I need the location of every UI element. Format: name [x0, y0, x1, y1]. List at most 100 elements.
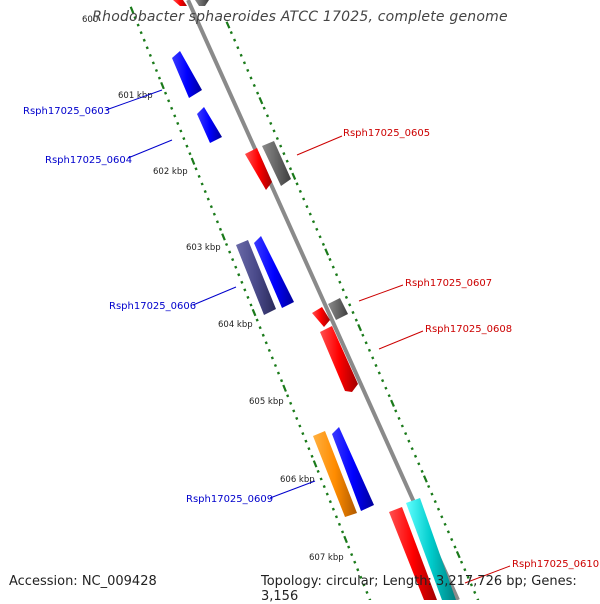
minor-tick — [318, 235, 322, 239]
minor-tick — [279, 379, 284, 383]
gene-label-0608[interactable]: Rsph17025_0608 — [425, 324, 512, 335]
minor-tick — [206, 197, 210, 201]
tick-label-602: 602 kbp — [153, 167, 188, 177]
leader-0605 — [296, 135, 343, 156]
major-tick — [251, 308, 257, 317]
minor-tick — [420, 469, 424, 473]
minor-tick — [272, 129, 276, 133]
minor-tick — [459, 560, 464, 564]
major-tick — [324, 248, 330, 256]
minor-tick — [384, 386, 388, 390]
minor-tick — [417, 462, 421, 466]
tick-label-607: 607 kbp — [309, 553, 344, 563]
minor-tick — [269, 121, 273, 125]
gene-label-0609[interactable]: Rsph17025_0609 — [186, 494, 273, 505]
minor-tick — [436, 507, 441, 511]
minor-tick — [215, 220, 220, 224]
minor-tick — [400, 424, 404, 428]
minor-tick — [433, 500, 437, 504]
minor-tick — [163, 91, 168, 95]
gene-arrow-0608[interactable] — [320, 326, 358, 392]
minor-tick — [304, 439, 308, 443]
minor-tick — [243, 288, 247, 292]
major-tick — [312, 460, 318, 468]
minor-tick — [148, 53, 152, 57]
gene-arrow-0605-partner[interactable] — [262, 141, 291, 186]
minor-tick — [302, 197, 306, 201]
minor-tick — [315, 227, 319, 231]
gene-label-0604[interactable]: Rsph17025_0604 — [45, 155, 132, 166]
gene-label-0606[interactable]: Rsph17025_0606 — [109, 301, 196, 312]
minor-tick — [228, 250, 232, 254]
minor-tick — [256, 91, 260, 95]
gene-arrow-0609-partner[interactable] — [313, 431, 357, 517]
minor-tick — [275, 136, 279, 141]
minor-tick — [351, 310, 355, 315]
minor-tick — [334, 273, 339, 277]
minor-tick — [331, 265, 335, 269]
tick-track-minus — [129, 6, 372, 602]
major-tick — [160, 81, 165, 90]
gene-arrow-0607-partner[interactable] — [328, 298, 348, 320]
minor-tick — [466, 575, 470, 579]
accession-text: Accession: NC_009428 — [9, 574, 157, 589]
gene-arrow-0606-partner[interactable] — [236, 240, 276, 315]
minor-tick — [279, 144, 283, 148]
minor-tick — [463, 568, 467, 572]
major-tick — [258, 96, 264, 105]
minor-tick — [267, 348, 271, 352]
gene-partial-top[interactable] — [173, 0, 209, 6]
minor-tick — [295, 182, 299, 186]
minor-tick — [321, 242, 325, 246]
minor-tick — [377, 371, 381, 375]
minor-tick — [264, 341, 268, 345]
minor-tick — [203, 189, 207, 194]
minor-tick — [365, 590, 369, 594]
tick-labels: 600 601 kbp 602 kbp 603 kbp 604 kbp 605 … — [82, 15, 344, 563]
gene-arrow-0607[interactable] — [312, 307, 330, 327]
minor-tick — [374, 363, 378, 368]
minor-tick — [209, 205, 213, 209]
minor-tick — [167, 99, 171, 103]
gene-arrow-0603[interactable] — [172, 51, 202, 98]
minor-tick — [286, 394, 290, 398]
minor-tick — [197, 174, 201, 178]
minor-tick — [295, 416, 299, 421]
minor-tick — [430, 492, 434, 496]
minor-tick — [338, 280, 342, 284]
minor-tick — [212, 212, 216, 216]
minor-tick — [328, 257, 332, 262]
minor-tick — [173, 114, 177, 118]
major-tick — [343, 535, 348, 544]
minor-tick — [246, 295, 250, 299]
gene-label-0607[interactable]: Rsph17025_0607 — [405, 278, 492, 289]
minor-tick — [258, 326, 262, 330]
gene-arrow-0610[interactable] — [389, 507, 437, 600]
gene-arrow-0609[interactable] — [332, 427, 374, 511]
minor-tick — [249, 303, 253, 307]
gene-label-0605[interactable]: Rsph17025_0605 — [343, 128, 430, 139]
minor-tick — [371, 356, 375, 360]
minor-tick — [446, 530, 450, 534]
gene-label-0610[interactable]: Rsph17025_0610 — [512, 559, 599, 570]
tick-track-plus — [225, 21, 480, 602]
gene-arrow-0606[interactable] — [254, 236, 294, 308]
minor-tick — [136, 23, 140, 27]
gene-arrow-0604[interactable] — [197, 107, 222, 143]
gene-arrow-0610-partner[interactable] — [406, 498, 456, 600]
leader-0608 — [378, 330, 424, 350]
leader-0607 — [358, 284, 404, 302]
minor-tick — [231, 258, 235, 262]
minor-tick — [344, 295, 348, 299]
gene-label-0603[interactable]: Rsph17025_0603 — [23, 106, 110, 117]
minor-tick — [239, 53, 243, 57]
leader-0604 — [127, 139, 173, 159]
minor-tick — [362, 583, 366, 587]
minor-tick — [410, 447, 414, 451]
gene-arrow-0605[interactable] — [245, 148, 272, 190]
leader-0603 — [105, 89, 163, 111]
minor-tick — [151, 61, 155, 65]
minor-tick — [331, 507, 335, 511]
minor-tick — [354, 318, 358, 322]
